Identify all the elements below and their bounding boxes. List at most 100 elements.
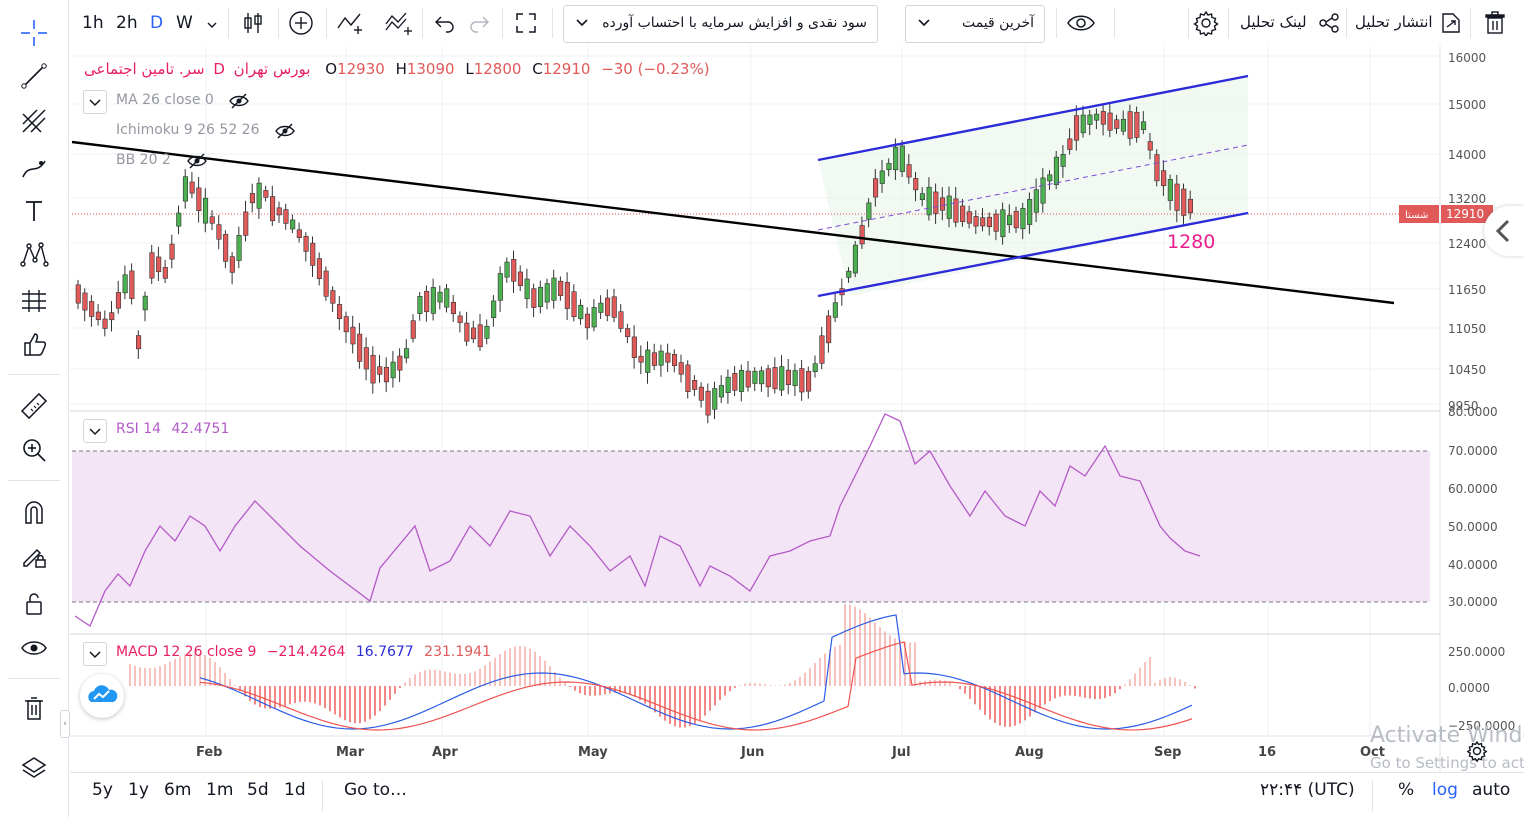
channel-fill <box>818 76 1248 296</box>
chart-canvas[interactable]: 16000 15000 14000 13200 12400 11650 1105… <box>70 46 1524 772</box>
high-value: 13090 <box>406 60 455 78</box>
symbol-name[interactable]: سر. تامین اجتماعی <box>84 60 205 78</box>
text-icon[interactable] <box>14 193 54 229</box>
lock-pencil-icon[interactable] <box>14 538 54 574</box>
magnet-icon[interactable] <box>14 494 54 530</box>
legend-collapse-button[interactable] <box>83 90 107 114</box>
interval-w[interactable]: W <box>176 13 193 33</box>
templates-icon[interactable] <box>384 10 414 40</box>
channel-lower-line[interactable] <box>817 211 1249 298</box>
macd-histogram-value: 231.1941 <box>424 644 491 660</box>
rsi-band <box>72 451 1430 602</box>
adjustment-dropdown[interactable]: سود نقدی و افزایش سرمایه با احتساب آورده <box>563 5 878 43</box>
cloud-chart-icon <box>88 685 118 702</box>
macd-legend[interactable]: MACD 12 26 close 9 −214.4264 16.7677 231… <box>116 644 491 660</box>
brand-logo[interactable] <box>80 674 124 718</box>
price-axis-label: 12400 <box>1448 237 1486 251</box>
log-toggle[interactable]: log <box>1432 780 1458 800</box>
delete-icon[interactable] <box>1484 11 1506 39</box>
range-1m[interactable]: 1m <box>206 780 234 800</box>
eye-hidden-icon[interactable] <box>274 122 296 144</box>
price-annotation[interactable]: 1280 <box>1167 231 1215 253</box>
activate-watermark-title: Activate Windows <box>1370 723 1524 748</box>
range-1d[interactable]: 1d <box>284 780 306 800</box>
rsi-legend[interactable]: RSI 14 42.4751 <box>116 421 229 437</box>
top-toolbar: 1h 2h D W سود نقدی و افزایش سرمایه با اح… <box>70 0 1524 47</box>
current-price-tag-bg <box>1399 205 1439 223</box>
redo-icon[interactable] <box>468 13 490 37</box>
auto-toggle[interactable]: auto <box>1472 780 1511 800</box>
ichimoku-legend[interactable]: Ichimoku 9 26 52 26 <box>116 122 260 138</box>
symbol-legend: سر. تامین اجتماعی D بورس تهران O12930 H1… <box>84 60 710 78</box>
interval-d[interactable]: D <box>150 13 164 33</box>
range-6m[interactable]: 6m <box>164 780 192 800</box>
price-type-dropdown-label: آخرین قیمت <box>961 15 1034 31</box>
publish-analysis-button[interactable]: انتشار تحلیل <box>1355 13 1433 31</box>
price-axis-label: 14000 <box>1448 148 1486 162</box>
thumbs-up-icon[interactable] <box>14 326 54 362</box>
indicators-icon[interactable] <box>336 10 366 40</box>
time-axis-label: Sep <box>1154 745 1182 760</box>
brush-icon[interactable] <box>14 150 54 186</box>
clock-timezone[interactable]: ۲۲:۴۴ (UTC) <box>1260 780 1355 800</box>
undo-icon[interactable] <box>434 13 456 37</box>
add-indicator-icon[interactable] <box>288 10 314 40</box>
interval-1h[interactable]: 1h <box>82 13 104 33</box>
layers-icon[interactable] <box>14 750 54 786</box>
price-axis-label: 9950 <box>1448 399 1479 413</box>
chevron-down-icon <box>574 14 590 34</box>
rsi-axis-label: 30.0000 <box>1448 595 1498 609</box>
trend-line-icon[interactable] <box>14 58 54 94</box>
axis-settings-icon[interactable] <box>1466 740 1488 766</box>
adjustment-dropdown-label: سود نقدی و افزایش سرمایه با احتساب آورده <box>602 15 867 31</box>
share-icon[interactable] <box>1318 12 1340 38</box>
rsi-axis-label: 50.0000 <box>1448 520 1498 534</box>
eye-hidden-icon[interactable] <box>228 92 250 114</box>
pattern-icon[interactable] <box>14 237 54 273</box>
time-axis-label: Jun <box>740 745 764 760</box>
crosshair-icon[interactable] <box>14 15 54 51</box>
open-label: O <box>325 60 338 78</box>
analysis-link-button[interactable]: لینک تحلیل <box>1240 13 1307 31</box>
price-axis-label: 13200 <box>1448 192 1486 206</box>
ma-legend[interactable]: MA 26 close 0 <box>116 92 214 108</box>
time-axis-label: 16 <box>1258 745 1276 760</box>
collapse-toolbar-handle[interactable]: ‹ <box>60 710 70 738</box>
interval-2h[interactable]: 2h <box>116 13 138 33</box>
goto-button[interactable]: Go to… <box>344 780 408 800</box>
chevron-down-icon[interactable] <box>206 16 218 35</box>
range-5d[interactable]: 5d <box>247 780 269 800</box>
ruler-icon[interactable] <box>14 388 54 424</box>
bb-legend[interactable]: BB 20 2 <box>116 152 171 168</box>
price-type-dropdown[interactable]: آخرین قیمت <box>905 5 1045 43</box>
range-5y[interactable]: 5y <box>92 780 113 800</box>
channel-upper-line[interactable] <box>817 74 1249 162</box>
pitchfork-icon[interactable] <box>14 103 54 139</box>
right-panel-toggle[interactable] <box>1484 206 1524 256</box>
trend-line[interactable] <box>71 140 1395 305</box>
macd-label: MACD 12 26 close 9 <box>116 644 257 660</box>
trash-icon[interactable] <box>14 690 54 726</box>
fullscreen-icon[interactable] <box>514 11 538 39</box>
eye-hidden-icon[interactable] <box>186 152 208 174</box>
candles-icon[interactable] <box>240 10 266 40</box>
change-percent: (−0.23%) <box>637 60 710 78</box>
eye-icon[interactable] <box>1066 12 1096 38</box>
settings-gear-icon[interactable] <box>1193 10 1219 40</box>
chevron-down-icon <box>89 428 101 436</box>
time-axis-label: Jul <box>891 745 911 760</box>
forecast-ruler-icon[interactable] <box>14 283 54 319</box>
rsi-axis-label: 40.0000 <box>1448 558 1498 572</box>
unlock-icon[interactable] <box>14 585 54 621</box>
publish-icon[interactable] <box>1440 11 1462 39</box>
zoom-in-icon[interactable] <box>14 432 54 468</box>
close-label: C <box>532 60 543 78</box>
range-1y[interactable]: 1y <box>128 780 149 800</box>
eye-icon[interactable] <box>14 630 54 666</box>
percent-toggle[interactable]: % <box>1398 780 1415 800</box>
rsi-collapse-button[interactable] <box>83 419 107 443</box>
macd-signal-value: 16.7677 <box>355 644 414 660</box>
macd-collapse-button[interactable] <box>83 642 107 666</box>
time-axis-label: Oct <box>1360 745 1385 760</box>
chevron-down-icon <box>916 14 932 34</box>
